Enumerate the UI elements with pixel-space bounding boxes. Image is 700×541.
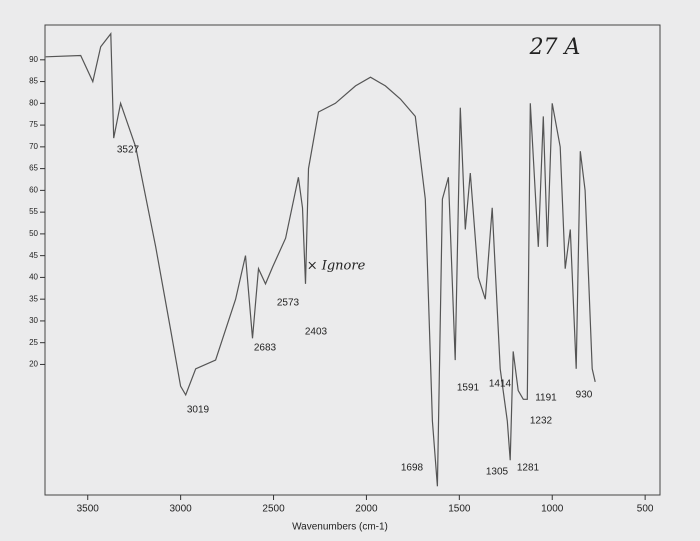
x-tick-label: 3500 — [77, 504, 100, 515]
peak-label: 2403 — [305, 327, 328, 338]
x-tick-label: 1000 — [541, 504, 564, 515]
peak-label: 2573 — [277, 298, 300, 309]
peak-label: 3019 — [187, 405, 210, 416]
y-tick-label: 70 — [29, 142, 38, 151]
x-tick-label: 2000 — [355, 504, 378, 515]
x-tick-label: 3000 — [170, 504, 193, 515]
y-tick-label: 80 — [29, 98, 38, 107]
peak-label: 930 — [576, 390, 593, 401]
y-tick-label: 20 — [29, 360, 38, 369]
y-tick-label: 45 — [29, 251, 38, 260]
handwritten-note: 27 A — [529, 35, 581, 60]
peak-label: 1414 — [489, 379, 512, 390]
peak-label: 3527 — [117, 145, 140, 156]
peak-label: 1281 — [517, 463, 540, 474]
y-tick-label: 30 — [29, 316, 38, 325]
handwritten-note: × Ignore — [307, 259, 366, 274]
x-tick-label: 1500 — [448, 504, 471, 515]
y-tick-label: 60 — [29, 185, 38, 194]
peak-label: 2683 — [254, 343, 277, 354]
peak-label: 1305 — [486, 467, 509, 478]
y-tick-label: 65 — [29, 164, 38, 173]
peak-label: 1232 — [530, 416, 553, 427]
x-tick-label: 2500 — [262, 504, 285, 515]
y-tick-label: 25 — [29, 338, 38, 347]
peak-label: 1591 — [457, 383, 480, 394]
y-tick-label: 85 — [29, 77, 38, 86]
y-tick-label: 55 — [29, 207, 38, 216]
x-tick-label: 500 — [637, 504, 654, 515]
y-tick-label: 75 — [29, 120, 38, 129]
y-tick-label: 40 — [29, 273, 38, 282]
y-tick-label: 35 — [29, 294, 38, 303]
spectrum-line — [45, 32, 596, 487]
y-tick-label: 90 — [29, 55, 38, 64]
x-axis-label: Wavenumbers (cm-1) — [292, 522, 388, 533]
peak-label: 1698 — [401, 463, 424, 474]
plot-frame — [44, 24, 661, 496]
peak-label: 1191 — [535, 393, 557, 404]
y-tick-label: 50 — [29, 229, 38, 238]
